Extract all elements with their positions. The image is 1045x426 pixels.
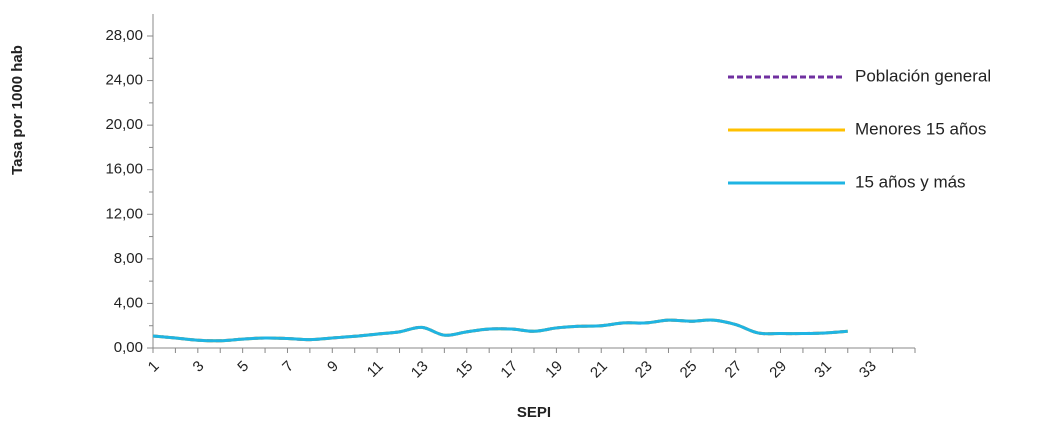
- x-tick-label: 29: [766, 358, 790, 382]
- x-tick-label: 9: [324, 358, 342, 376]
- x-tick-label: 5: [234, 358, 252, 376]
- x-tick-label: 19: [542, 358, 566, 382]
- x-tick-label: 15: [453, 358, 477, 382]
- x-tick-label: 13: [408, 358, 432, 382]
- x-tick-label: 17: [497, 358, 521, 382]
- x-tick-label: 21: [587, 358, 611, 382]
- x-tick-label: 23: [632, 358, 656, 382]
- y-tick-label: 12,00: [105, 205, 143, 222]
- x-tick-label: 11: [364, 358, 387, 381]
- x-tick-label: 27: [722, 358, 746, 382]
- x-tick-label: 25: [677, 358, 701, 382]
- y-tick-label: 16,00: [105, 161, 143, 178]
- x-tick-label: 1: [145, 358, 163, 376]
- legend-label: Población general: [855, 66, 991, 85]
- y-tick-label: 0,00: [114, 339, 143, 356]
- y-tick-label: 28,00: [105, 27, 143, 44]
- x-tick-label: 33: [856, 358, 880, 382]
- x-tick-label: 31: [811, 358, 835, 382]
- y-tick-label: 20,00: [105, 116, 143, 133]
- y-tick-label: 4,00: [114, 294, 143, 311]
- legend-label: Menores 15 años: [855, 119, 986, 138]
- legend-label: 15 años y más: [855, 172, 966, 191]
- y-axis-title: Tasa por 1000 hab: [9, 45, 26, 175]
- y-tick-label: 24,00: [105, 72, 143, 89]
- series-line: [152, 318, 848, 343]
- x-axis-title: SEPI: [517, 404, 551, 421]
- x-tick-label: 3: [190, 358, 208, 376]
- x-tick-label: 7: [279, 358, 297, 376]
- y-tick-label: 8,00: [114, 250, 143, 267]
